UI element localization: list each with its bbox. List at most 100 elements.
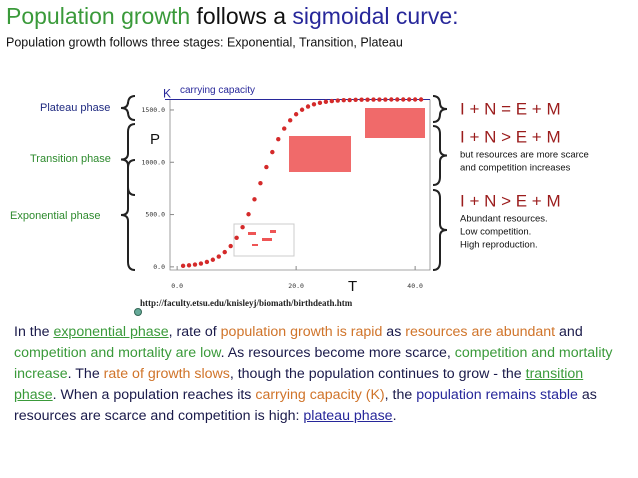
point: [234, 235, 239, 240]
point: [341, 98, 346, 103]
y-tick-label: 1000.0: [142, 158, 166, 166]
equation-note: and competition increases: [460, 163, 571, 174]
equation-note: Abundant resources.: [460, 214, 548, 225]
y-axis-label: P: [150, 131, 160, 148]
image: [248, 232, 256, 235]
body-segment: , the: [384, 387, 417, 403]
point: [305, 104, 311, 109]
body-segment: competition and mortality are low: [14, 345, 221, 361]
y-tick-label: 500.0: [145, 211, 165, 219]
brace: [432, 189, 448, 271]
point: [371, 97, 376, 102]
body-segment: plateau phase: [303, 408, 393, 424]
body-segment: transition phase: [14, 366, 584, 403]
point: [198, 261, 204, 266]
phase-label: Transition phase: [30, 153, 111, 165]
phase-label: Plateau phase: [40, 102, 110, 114]
x-axis-label: T: [348, 278, 357, 295]
brace: [120, 95, 136, 121]
body-segment: , though the population continues to gro…: [229, 366, 526, 382]
point: [389, 97, 394, 102]
image: [270, 230, 276, 233]
capacity-label: carrying capacity: [180, 85, 255, 96]
point: [287, 118, 293, 123]
k-label: K: [163, 87, 171, 101]
phase-label: Exponential phase: [10, 210, 101, 222]
point: [252, 197, 257, 202]
body-segment: rate of growth slows: [103, 366, 230, 382]
point: [216, 254, 221, 259]
point: [353, 97, 358, 103]
equation: I + N > E + M: [460, 127, 561, 146]
point: [293, 112, 299, 117]
point: [383, 97, 388, 102]
body-segment: population growth is rapid: [220, 324, 383, 340]
body-segment: competition and mortality increase: [14, 345, 613, 382]
equation-note: High reproduction.: [460, 240, 538, 251]
body-segment: . As resources become more scarce,: [220, 345, 455, 361]
title: Population growth follows a sigmoidal cu…: [6, 3, 459, 29]
equation-note: but resources are more scarce: [460, 150, 589, 161]
x-tick-label: 0.0: [171, 282, 183, 290]
point: [240, 225, 245, 230]
point: [412, 97, 418, 102]
x-tick-label: 40.0: [407, 282, 423, 290]
x-tick-label: 20.0: [288, 282, 304, 290]
body-text: In the exponential phase, rate of popula…: [14, 322, 626, 427]
point: [246, 212, 251, 217]
decor: [233, 108, 425, 257]
point: [228, 243, 233, 249]
body-segment: and: [555, 324, 583, 340]
point: [192, 262, 198, 267]
title-part: sigmoidal curve:: [292, 3, 458, 29]
title-part: Population growth: [6, 3, 190, 29]
point: [270, 149, 275, 155]
point: [418, 97, 424, 102]
image: [252, 244, 258, 246]
point: [258, 180, 263, 186]
point: [186, 263, 192, 268]
point: [311, 102, 317, 107]
brace: [432, 125, 448, 186]
body-segment: as: [382, 324, 406, 340]
point: [210, 257, 216, 262]
source-url: http://faculty.etsu.edu/knisleyj/biomath…: [140, 298, 353, 308]
y-tick-label: 0.0: [153, 263, 165, 271]
point: [222, 249, 227, 255]
body-segment: . When a population reaches its: [52, 387, 256, 403]
icon: [134, 308, 142, 316]
point: [406, 97, 412, 102]
body-segment: , rate of: [168, 324, 221, 340]
image: [365, 108, 425, 138]
point: [335, 98, 340, 103]
body-segment: resources are abundant: [405, 324, 556, 340]
body-segment: population remains stable: [416, 387, 578, 403]
point: [299, 107, 305, 112]
image: [262, 238, 272, 241]
point: [359, 97, 364, 102]
point: [276, 136, 281, 142]
body-segment: In the: [14, 324, 54, 340]
brace: [432, 95, 448, 123]
equation-note: Low competition.: [460, 227, 531, 238]
image: [289, 136, 351, 172]
subtitle: Population growth follows three stages: …: [6, 35, 403, 49]
body-segment: .: [392, 408, 397, 424]
point: [282, 126, 287, 131]
point: [329, 98, 335, 104]
point: [264, 164, 269, 170]
equation: I + N > E + M: [460, 191, 561, 210]
point: [377, 97, 382, 102]
brace: [120, 159, 136, 271]
body-segment: . The: [67, 366, 104, 382]
point: [180, 263, 186, 269]
body-segment: as resources are scarce and competition …: [14, 387, 597, 424]
point: [347, 97, 352, 103]
point: [204, 259, 210, 265]
equation: I + N = E + M: [460, 99, 561, 118]
point: [401, 97, 406, 102]
point: [395, 97, 400, 102]
point: [323, 99, 329, 105]
y-tick-label: 1500.0: [142, 106, 166, 114]
